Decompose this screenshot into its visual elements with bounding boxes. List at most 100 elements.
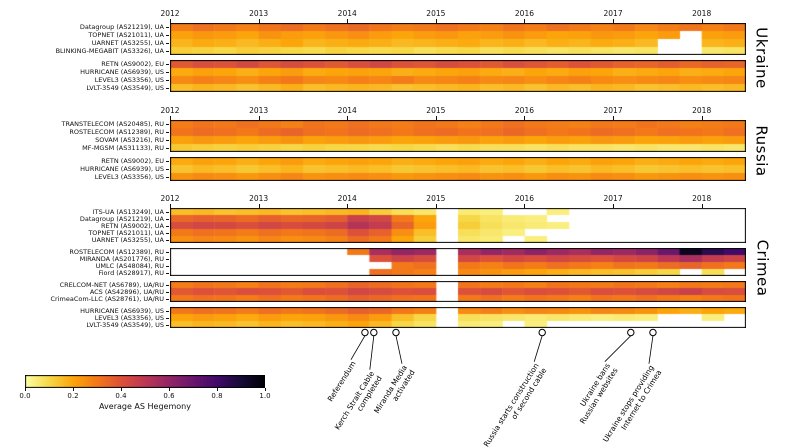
colorbar-tick-label: 0.6	[163, 392, 175, 400]
row-label: RETN (AS9002), UA	[100, 221, 164, 230]
row-label: BLINKING-MEGABIT (AS3326), UA	[55, 47, 164, 55]
x-tick-mark	[347, 116, 349, 120]
x-tick-mark	[258, 116, 260, 120]
x-tick-mark	[613, 116, 615, 120]
row-label: SOVAM (AS3216), RU	[95, 136, 164, 144]
x-tick-mark	[170, 19, 171, 23]
y-tick-mark	[166, 72, 169, 73]
row-label: HURRICANE (AS6939), US	[80, 68, 164, 76]
x-tick-label: 2012	[160, 194, 180, 203]
heatmap-group-ukraine-1	[170, 60, 746, 92]
heatmap-group-crimea-1	[170, 248, 746, 276]
colorbar-tick-label: 1.0	[259, 392, 271, 400]
x-tick-label: 2012	[160, 106, 180, 115]
x-tick-mark	[435, 19, 437, 23]
colorbar-label: Average AS Hegemony	[99, 402, 191, 411]
row-label: ITS-UA (AS13249), UA	[92, 207, 164, 216]
x-tick-mark	[258, 204, 260, 208]
y-tick-mark	[166, 124, 169, 125]
colorbar-tick-mark	[121, 388, 122, 391]
row-label: TOPNET (AS21011), UA	[88, 228, 164, 237]
x-tick-mark	[435, 204, 437, 208]
x-tick-label: 2017	[603, 9, 623, 18]
y-tick-mark	[166, 140, 169, 141]
x-tick-label: 2015	[426, 9, 446, 18]
y-tick-mark	[166, 169, 169, 170]
y-tick-mark	[166, 148, 169, 149]
row-label: LVLT-3549 (AS3549), US	[86, 320, 164, 329]
x-tick-mark	[524, 116, 526, 120]
heatmap-group-russia-0	[170, 120, 746, 152]
heatmap-group-ukraine-0	[170, 23, 746, 55]
colorbar-tick-mark	[25, 388, 26, 391]
x-tick-label: 2014	[337, 9, 357, 18]
colorbar-tick-label: 0.4	[115, 392, 127, 400]
colorbar-tick-mark	[73, 388, 74, 391]
y-tick-mark	[166, 225, 169, 227]
x-tick-mark	[435, 116, 437, 120]
y-tick-mark	[166, 35, 169, 36]
heatmap-group-crimea-3	[170, 307, 746, 328]
y-tick-mark	[166, 211, 169, 213]
x-tick-label: 2013	[249, 9, 269, 18]
row-label: CRELCOM-NET (AS6789), UA/RU	[59, 280, 164, 289]
x-tick-mark	[258, 19, 260, 23]
x-tick-label: 2018	[692, 106, 712, 115]
y-tick-mark	[166, 298, 169, 300]
y-tick-mark	[166, 239, 169, 241]
x-tick-mark	[170, 204, 171, 208]
y-tick-mark	[166, 265, 169, 267]
row-label: UARNET (AS3255), UA	[91, 39, 164, 47]
x-tick-label: 2014	[337, 106, 357, 115]
row-label: Fiord (AS28917), RU	[98, 268, 164, 277]
y-tick-mark	[166, 177, 169, 178]
x-tick-label: 2017	[603, 106, 623, 115]
x-tick-label: 2017	[603, 194, 623, 203]
colorbar-tick-mark	[265, 388, 266, 391]
y-tick-mark	[166, 232, 169, 234]
row-label: LVLT-3549 (AS3549), US	[86, 84, 164, 92]
colorbar-tick-label: 0.0	[19, 392, 31, 400]
row-label: RETN (AS9002), EU	[101, 157, 164, 165]
row-label: TRANSTELECOM (AS20485), RU	[61, 120, 164, 128]
y-tick-mark	[166, 27, 169, 28]
colorbar-tick-label: 0.8	[211, 392, 223, 400]
x-tick-mark	[170, 116, 171, 120]
y-tick-mark	[166, 43, 169, 44]
y-tick-mark	[166, 258, 169, 260]
y-tick-mark	[166, 88, 169, 89]
y-tick-mark	[166, 272, 169, 274]
row-label: Datagroup (AS21219), UA	[79, 23, 164, 31]
y-tick-mark	[166, 161, 169, 162]
row-label: RETN (AS9002), EU	[101, 60, 164, 68]
x-tick-label: 2016	[514, 106, 534, 115]
x-tick-label: 2014	[337, 194, 357, 203]
x-tick-mark	[701, 19, 703, 23]
y-tick-mark	[166, 251, 169, 253]
event-label: Ukraine bans Russian websites	[577, 361, 619, 425]
row-label: LEVEL3 (AS3356), US	[94, 173, 164, 181]
x-tick-label: 2016	[514, 9, 534, 18]
x-tick-mark	[347, 19, 349, 23]
colorbar-tick-label: 0.2	[67, 392, 79, 400]
row-label: HURRICANE (AS6939), US	[80, 165, 164, 173]
event-label: Russia starts construction of second cab…	[481, 361, 549, 448]
heatmap-group-crimea-0	[170, 208, 746, 243]
y-tick-mark	[166, 132, 169, 133]
x-tick-mark	[701, 116, 703, 120]
y-tick-mark	[166, 310, 169, 312]
x-tick-label: 2018	[692, 9, 712, 18]
row-label: UARNET (AS3255), UA	[91, 235, 164, 244]
row-label: MF-MGSM (AS31133), RU	[82, 144, 164, 152]
x-tick-label: 2013	[249, 106, 269, 115]
row-label: MIRANDA (AS201776), RU	[79, 254, 164, 263]
row-label: CrimeaCom-LLC (AS28761), UA/RU	[50, 294, 165, 303]
y-tick-mark	[166, 291, 169, 293]
y-tick-mark	[166, 64, 169, 65]
x-tick-mark	[347, 204, 349, 208]
y-tick-mark	[166, 218, 169, 220]
y-tick-mark	[166, 317, 169, 319]
x-tick-mark	[524, 19, 526, 23]
